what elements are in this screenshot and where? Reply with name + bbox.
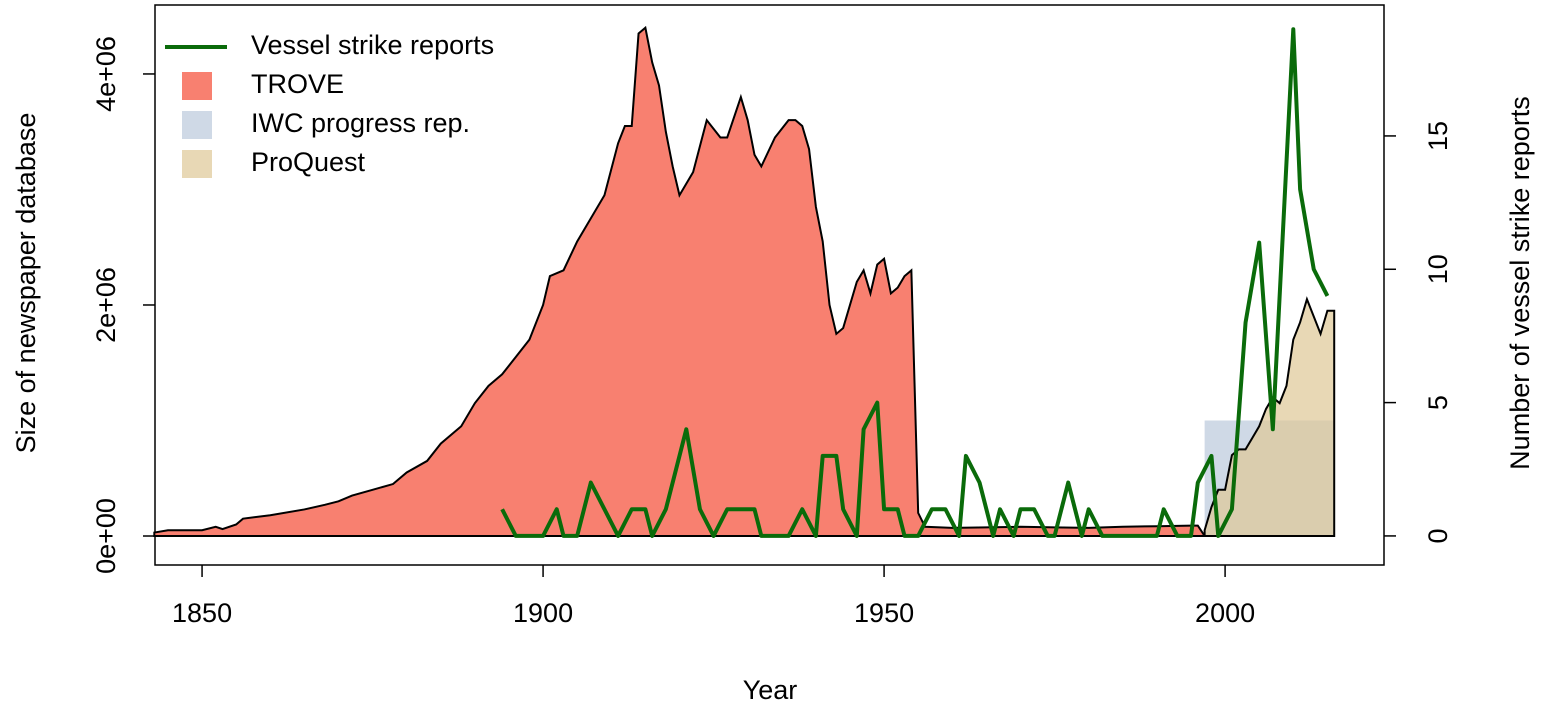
legend-label: TROVE: [251, 69, 344, 99]
y-tick-label: 0e+00: [91, 498, 121, 574]
legend-label: Vessel strike reports: [251, 30, 494, 60]
y2-tick-label: 5: [1423, 395, 1453, 410]
x-tick-label: 1850: [172, 598, 232, 628]
x-axis-label: Year: [743, 675, 798, 705]
legend-swatch: [182, 111, 212, 139]
line: [500, 27, 1330, 538]
y-tick-label: 2e+06: [91, 267, 121, 343]
y2-tick-label: 10: [1423, 254, 1453, 284]
legend-swatch: [182, 72, 212, 100]
x-tick-label: 1900: [513, 598, 573, 628]
area: [153, 25, 1207, 538]
y2-axis-label: Number of vessel strike reports: [1505, 96, 1535, 470]
y-tick-label: 4e+06: [91, 36, 121, 112]
legend-label: IWC progress rep.: [251, 108, 470, 138]
x-tick-label: 2000: [1195, 598, 1255, 628]
x-tick-label: 1950: [854, 598, 914, 628]
legend-label: ProQuest: [251, 147, 366, 177]
legend-swatch: [182, 150, 212, 178]
y-axis-label: Size of newspaper database: [11, 113, 41, 454]
y2-tick-label: 0: [1423, 528, 1453, 543]
y2-tick-label: 15: [1423, 121, 1453, 151]
area: [1203, 296, 1336, 538]
plot-frame: [154, 4, 1385, 566]
